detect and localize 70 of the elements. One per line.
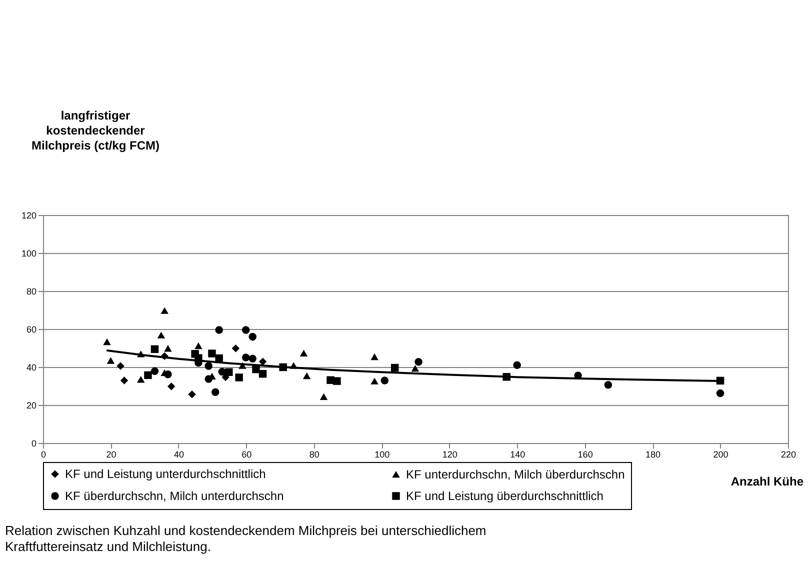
x-tick-label: 20 <box>106 450 116 460</box>
point <box>513 361 521 369</box>
point <box>218 368 226 376</box>
point <box>136 376 145 383</box>
point <box>716 389 724 398</box>
x-tick-label: 120 <box>442 450 458 460</box>
point <box>248 354 256 363</box>
point <box>225 368 233 376</box>
point <box>150 345 159 354</box>
point <box>248 332 256 341</box>
x-tick-label: 160 <box>578 450 593 460</box>
y-tick-label: 120 <box>21 210 36 220</box>
point <box>242 354 250 362</box>
point <box>370 353 378 360</box>
point <box>208 350 216 358</box>
x-tick-label: 40 <box>174 450 184 460</box>
point <box>300 350 308 356</box>
point <box>144 371 152 380</box>
x-tick-label: 100 <box>374 450 390 460</box>
x-tick-label: 220 <box>780 450 796 460</box>
point <box>116 362 124 370</box>
point <box>103 338 111 346</box>
point <box>320 393 328 400</box>
legend-label: KF unterdurchschn, Milch überdurchschn <box>406 467 625 482</box>
point <box>235 374 243 382</box>
point <box>160 307 168 314</box>
y-tick-label: 80 <box>26 286 36 296</box>
point <box>194 342 202 350</box>
x-tick-label: 140 <box>510 450 526 460</box>
x-tick-label: 180 <box>646 450 661 460</box>
point <box>414 358 422 366</box>
legend-label: KF und Leistung überdurchschnittlich <box>406 489 604 503</box>
x-tick-label: 60 <box>242 450 252 460</box>
point <box>150 367 159 376</box>
point <box>120 376 128 384</box>
x-tick-label: 0 <box>40 450 46 460</box>
point <box>157 332 166 338</box>
point <box>164 370 172 378</box>
legend-label: KF und Leistung unterdurchschnittlich <box>65 467 266 482</box>
point <box>211 388 220 396</box>
point <box>370 378 378 384</box>
point <box>188 390 196 398</box>
point <box>604 380 612 389</box>
point <box>411 364 420 372</box>
point <box>106 357 115 364</box>
point <box>232 344 240 352</box>
point <box>204 375 212 383</box>
y-tick-label: 0 <box>31 438 36 448</box>
point <box>215 326 223 334</box>
y-tick-label: 40 <box>26 362 36 372</box>
x-tick-label: 200 <box>713 450 728 460</box>
y-tick-label: 20 <box>26 400 36 410</box>
x-tick-label: 80 <box>309 450 320 460</box>
point <box>333 377 341 385</box>
point <box>164 345 172 352</box>
point <box>258 358 267 366</box>
y-axis-title: langfristiger kostendeckender Milchpreis (ct/kg FCM) <box>31 108 160 152</box>
point <box>380 376 389 384</box>
point <box>258 370 267 378</box>
x-axis-title: Anzahl Kühe <box>730 474 804 488</box>
text: Relation zwischen Kuhzahl und kostendeckendem Milchpreis bei unterschiedlichem Kraftfuttereinsatz und Milchleistung. <box>5 523 486 554</box>
point <box>242 326 250 334</box>
point <box>390 364 399 372</box>
point <box>302 372 311 380</box>
point <box>215 354 223 362</box>
y-tick-label: 100 <box>21 248 36 258</box>
point <box>204 362 212 370</box>
legend-label: KF überdurchschn, Milch unterdurchschn <box>65 489 284 503</box>
y-tick-label: 60 <box>26 324 36 334</box>
point <box>167 382 176 390</box>
